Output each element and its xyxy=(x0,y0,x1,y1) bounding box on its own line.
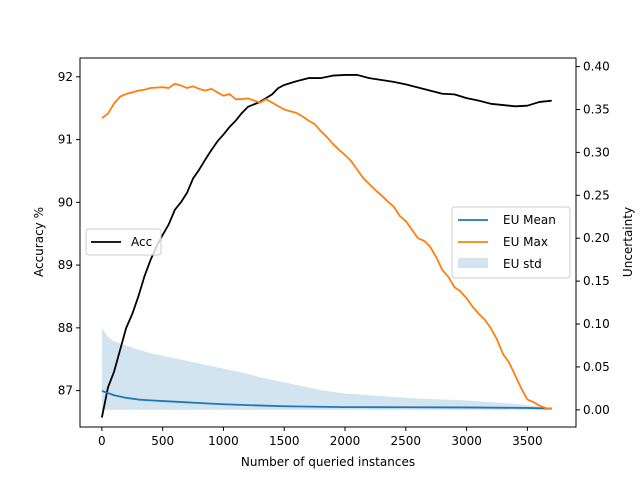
left-y-tick-label: 88 xyxy=(58,321,73,335)
x-axis-label: Number of queried instances xyxy=(241,455,415,469)
legend-acc-label: Acc xyxy=(131,235,152,249)
left-y-axis-ticks: 87 88 89 90 91 92 xyxy=(58,70,80,398)
legend-eu-std-swatch xyxy=(458,258,488,268)
legend-left-box xyxy=(85,228,162,256)
legend-eu-std-label: EU std xyxy=(503,257,542,271)
right-y-tick-label: 0.25 xyxy=(583,188,610,202)
x-tick-label: 0 xyxy=(98,434,106,448)
series-eu-max-line xyxy=(101,82,552,410)
x-tick-label: 3500 xyxy=(512,434,543,448)
left-y-tick-label: 89 xyxy=(58,258,73,272)
x-tick-label: 3000 xyxy=(451,434,482,448)
right-y-tick-label: 0.35 xyxy=(583,102,610,116)
x-axis-ticks: 0 500 1000 1500 2000 2500 3000 3500 xyxy=(98,427,543,448)
left-y-tick-label: 90 xyxy=(58,195,73,209)
right-y-tick-label: 0.30 xyxy=(583,145,610,159)
right-y-tick-label: 0.15 xyxy=(583,274,610,288)
right-y-tick-label: 0.00 xyxy=(583,403,610,417)
left-y-tick-label: 92 xyxy=(58,70,73,84)
x-tick-label: 500 xyxy=(151,434,174,448)
series-eu-std-area xyxy=(101,328,552,410)
legend-right-box xyxy=(451,206,571,279)
right-y-tick-label: 0.20 xyxy=(583,231,610,245)
left-y-tick-label: 87 xyxy=(58,384,73,398)
plot-frame xyxy=(79,57,577,428)
legend-eu-mean-label: EU Mean xyxy=(503,213,556,227)
series-eu-mean-line xyxy=(101,390,552,410)
legend-right: EU Mean EU Max EU std xyxy=(451,206,571,279)
x-tick-label: 2500 xyxy=(391,434,422,448)
right-y-axis-label: Uncertainty xyxy=(621,207,635,277)
right-y-tick-label: 0.40 xyxy=(583,60,610,74)
left-y-tick-label: 91 xyxy=(58,133,73,147)
x-tick-label: 1000 xyxy=(208,434,239,448)
legend-eu-max-label: EU Max xyxy=(503,235,548,249)
legend-left: Acc xyxy=(85,228,162,256)
x-tick-label: 2000 xyxy=(330,434,361,448)
x-tick-label: 1500 xyxy=(269,434,300,448)
right-y-axis-ticks: 0.00 0.05 0.10 0.15 0.20 0.25 0.30 0.35 0.40 xyxy=(576,60,610,417)
right-y-tick-label: 0.10 xyxy=(583,317,610,331)
right-y-tick-label: 0.05 xyxy=(583,360,610,374)
left-y-axis-label: Accuracy % xyxy=(32,207,46,277)
